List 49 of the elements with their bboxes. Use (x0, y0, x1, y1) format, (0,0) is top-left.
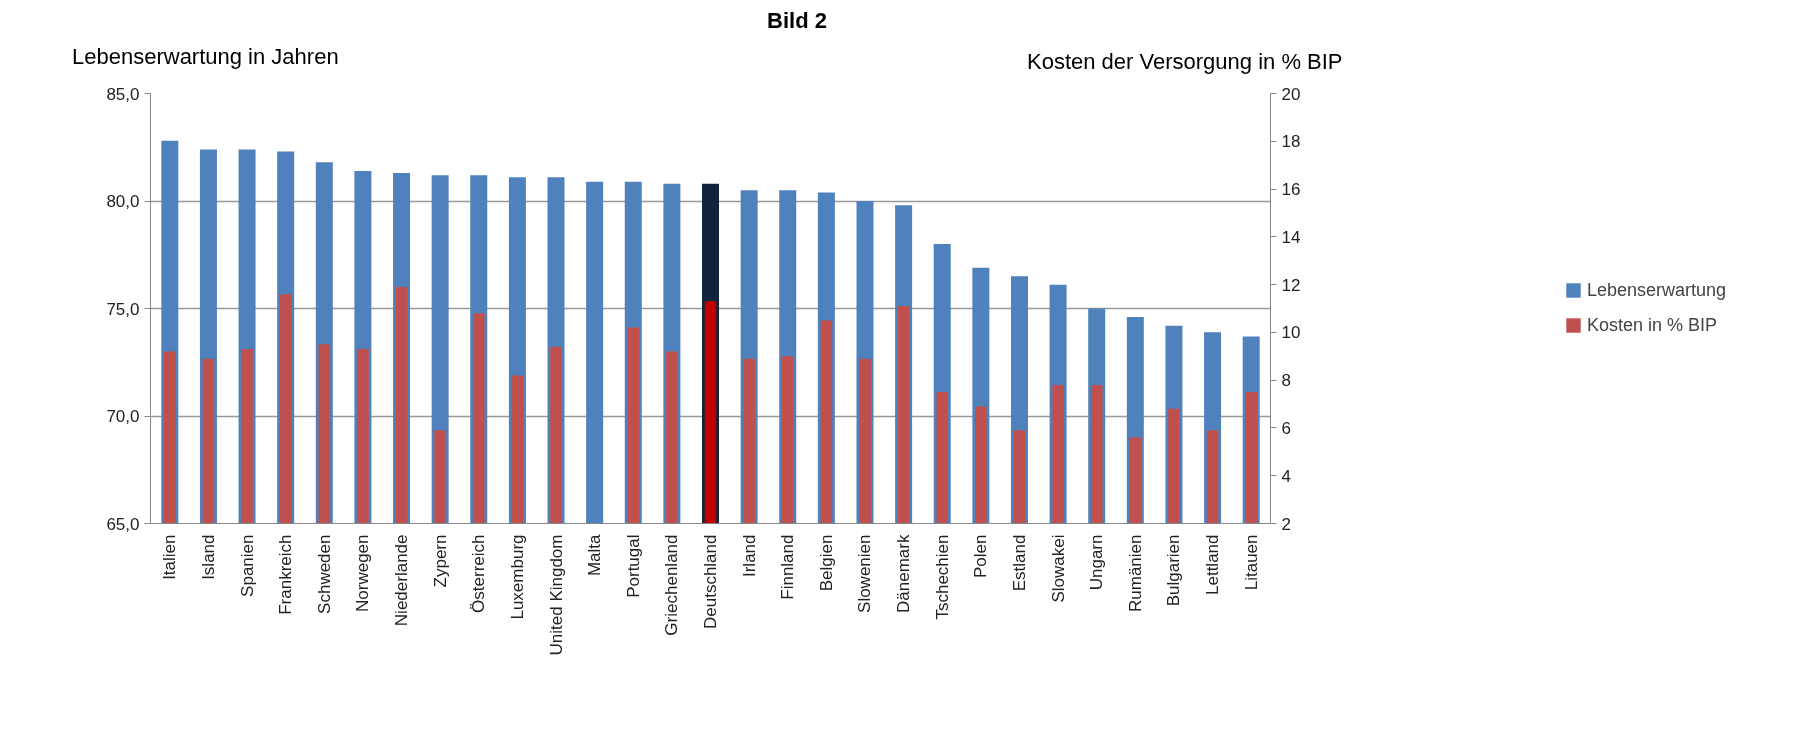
y2-tick-label: 12 (1281, 275, 1301, 295)
x-tick-label: Norwegen (353, 534, 373, 612)
y2-tick-label: 6 (1281, 418, 1291, 438)
y2-tick-label: 14 (1281, 227, 1301, 247)
x-tick-label: Island (198, 534, 218, 580)
y-tick-label: 75,0 (106, 299, 140, 319)
y-tick-label: 65,0 (106, 514, 140, 534)
x-tick-label: Ungarn (1087, 534, 1107, 591)
x-tick-label: Slowakei (1048, 534, 1068, 603)
y2-tick-label: 4 (1281, 466, 1291, 486)
x-tick-label: Dänemark (894, 533, 914, 613)
x-tick-label: Zypern (430, 534, 450, 588)
y-tick-label: 85,0 (106, 84, 140, 104)
x-tick-label: Deutschland (701, 534, 720, 629)
legend-label: Kosten in % BIP (1586, 314, 1718, 336)
y2-tick-label: 18 (1281, 132, 1301, 152)
x-tick-label: Irland (739, 534, 759, 577)
x-tick-label: Finnland (778, 534, 798, 600)
x-tick-label: Tschechien (932, 534, 952, 620)
x-tick-label: United Kingdom (546, 534, 566, 656)
x-tick-label: Schweden (314, 534, 334, 614)
x-tick-label: Österreich (469, 534, 489, 613)
x-tick-label: Slowenien (855, 534, 875, 613)
x-tick-label: Portugal (623, 534, 643, 598)
x-tick-label: Niederlande (392, 534, 412, 627)
y2-tick-label: 20 (1281, 84, 1301, 104)
x-tick-label: Rumänien (1125, 534, 1145, 612)
x-tick-label: Luxemburg (507, 534, 527, 620)
x-tick-label: Frankreich (276, 534, 296, 615)
x-tick-label: Estland (1009, 534, 1029, 592)
y2-axis-title: Kosten der Versorgung in % BIP (1027, 48, 1343, 77)
x-tick-label: Spanien (237, 534, 257, 597)
y-tick-label: 70,0 (106, 406, 140, 426)
y2-tick-label: 8 (1281, 371, 1291, 391)
x-tick-label: Italien (160, 534, 180, 580)
x-tick-label: Polen (971, 534, 991, 578)
y2-tick-label: 16 (1281, 179, 1301, 199)
x-tick-label: Belgien (816, 534, 836, 592)
y2-tick-label: 10 (1281, 323, 1301, 343)
x-tick-label: Litauen (1241, 534, 1261, 591)
x-tick-label: Bulgarien (1164, 534, 1184, 607)
x-tick-label: Griechenland (662, 534, 682, 636)
chart-title: Bild 2 (767, 7, 827, 35)
y2-tick-label: 2 (1281, 514, 1291, 534)
x-tick-label: Malta (585, 533, 605, 576)
y-axis-title: Lebenserwartung in Jahren (72, 43, 339, 72)
y-tick-label: 80,0 (106, 191, 140, 211)
legend-label: Lebenserwartung (1586, 279, 1727, 301)
x-tick-label: Lettland (1203, 534, 1223, 595)
